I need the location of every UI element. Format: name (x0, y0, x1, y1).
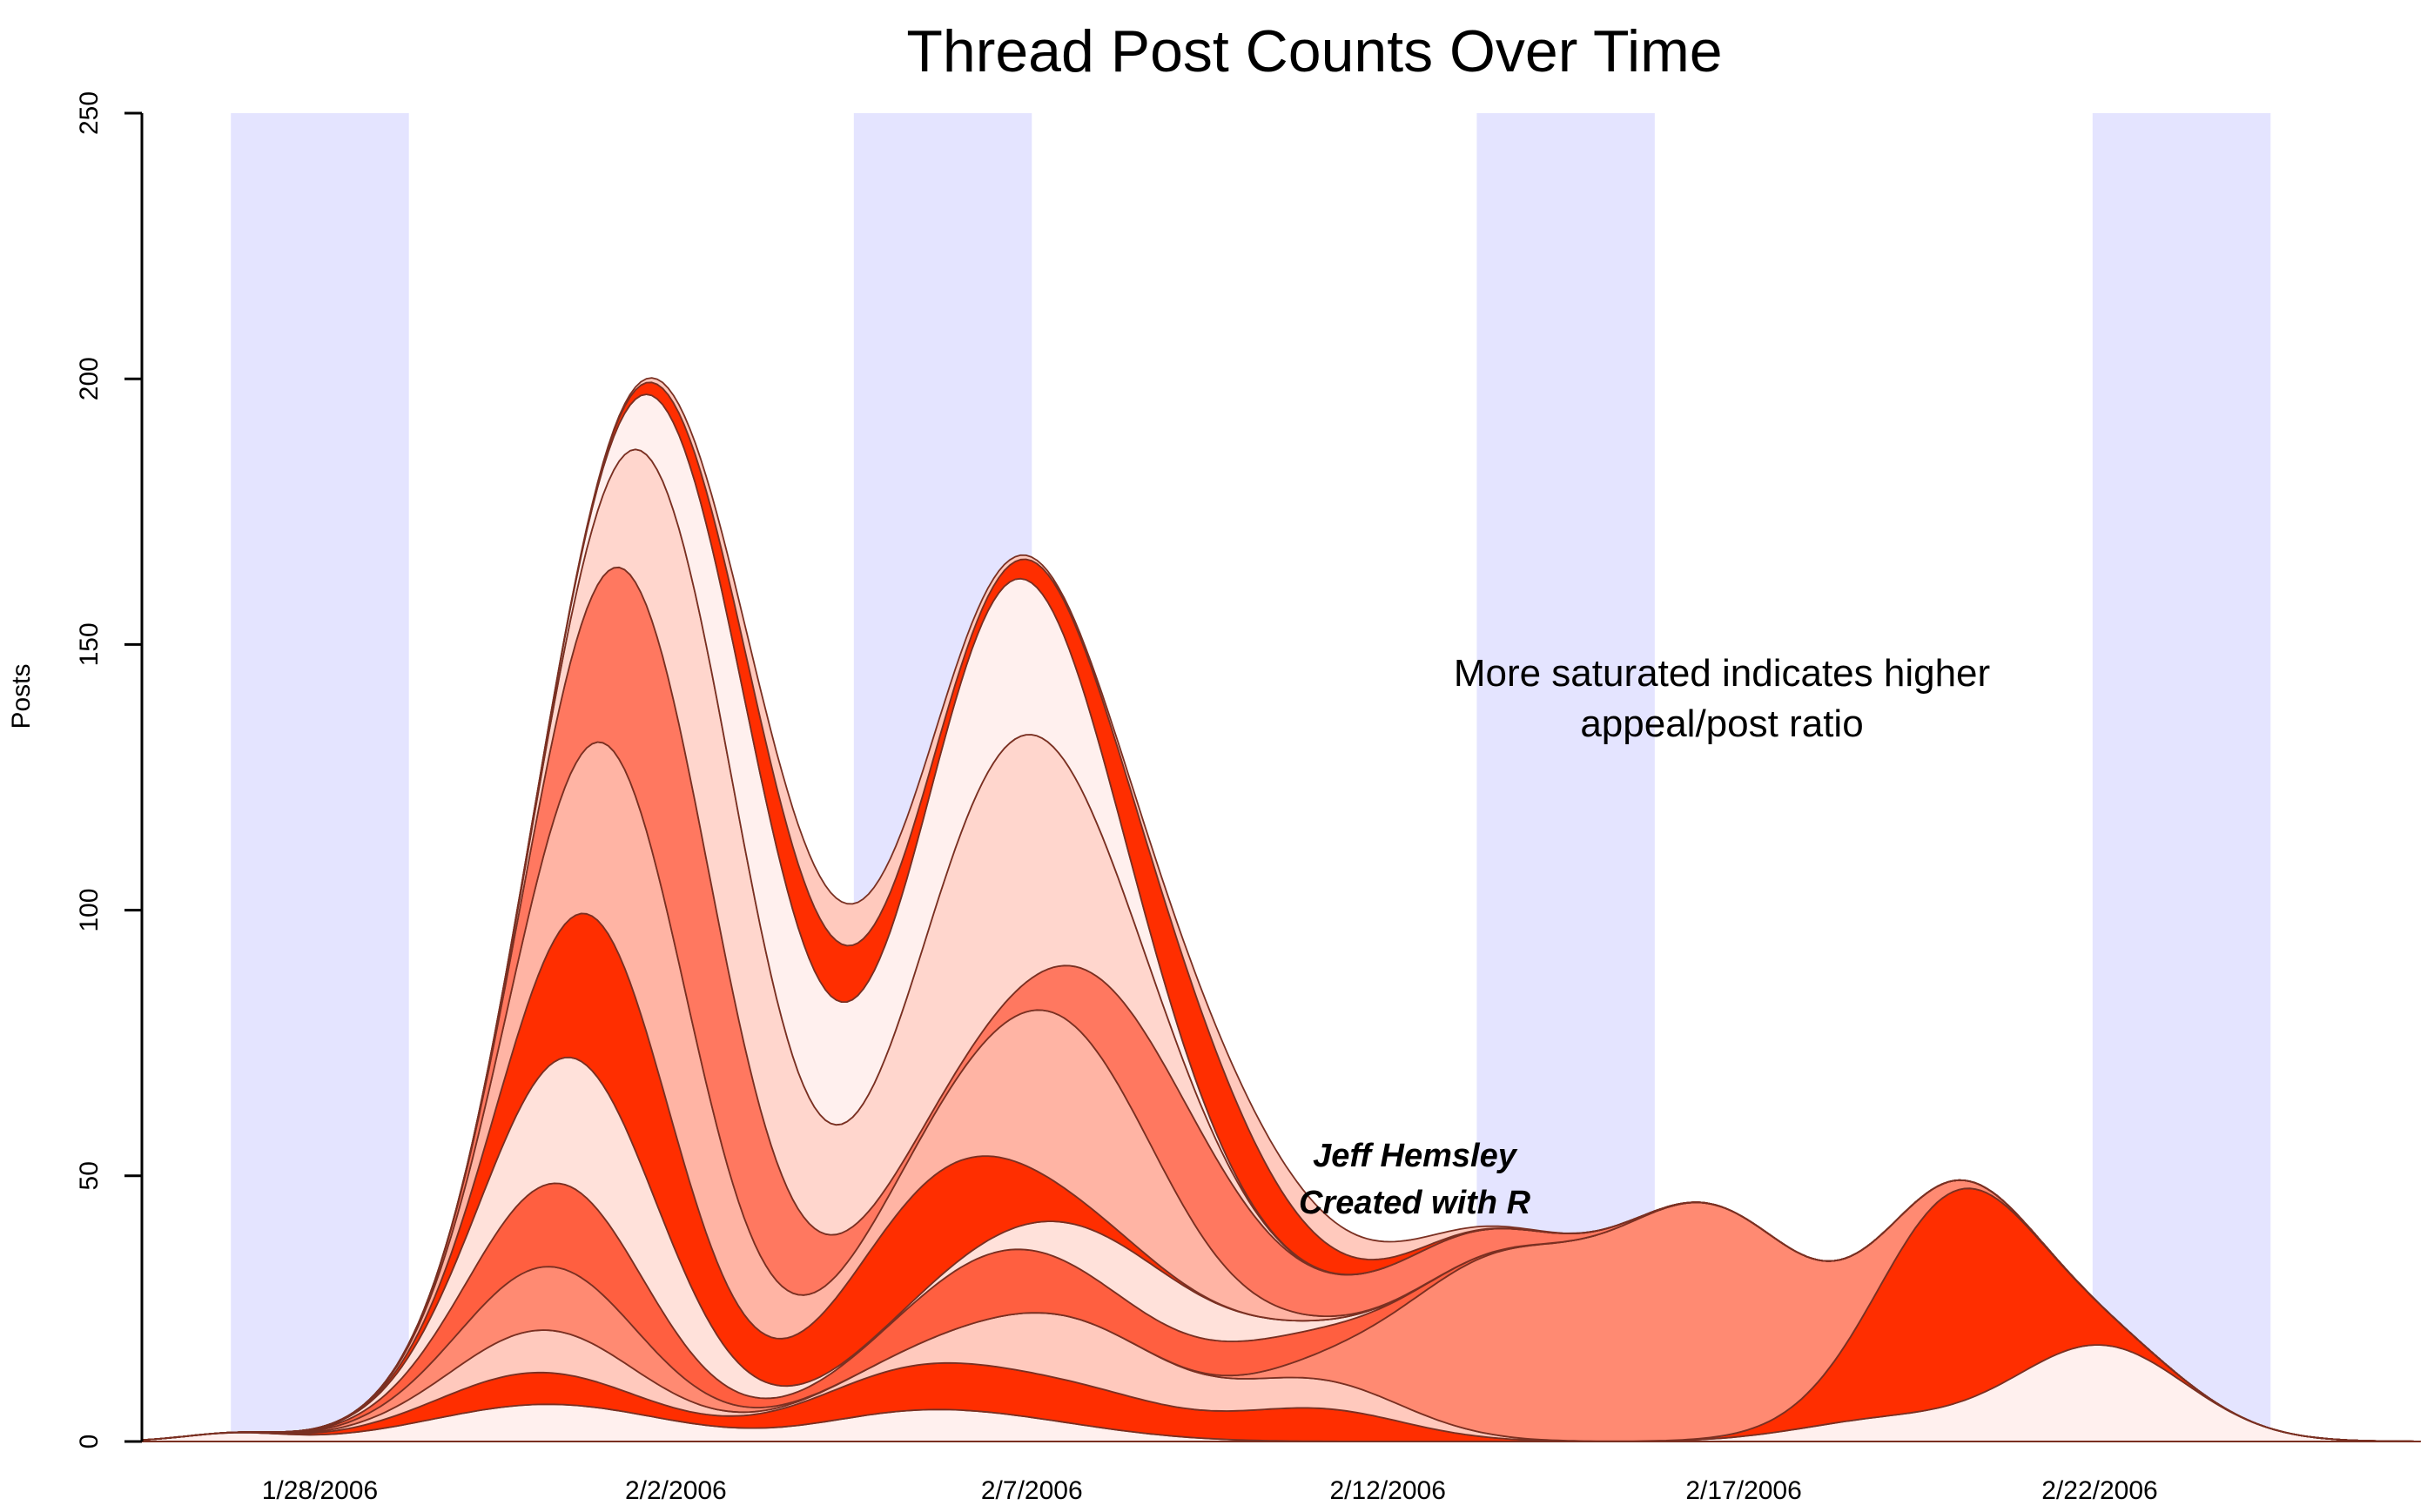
credit-tool: Created with R (1299, 1185, 1531, 1221)
stream-areas (141, 377, 2421, 1442)
y-tick-label-4: 200 (75, 357, 104, 400)
x-ticks: 1/28/2006 2/2/2006 2/7/2006 2/12/2006 2/17/2… (262, 1476, 2158, 1505)
y-tick-label-0: 0 (75, 1435, 104, 1449)
x-tick-label-3: 2/12/2006 (1329, 1476, 1445, 1505)
x-tick-label-5: 2/22/2006 (2041, 1476, 2157, 1505)
weekend-band-0 (231, 113, 409, 1441)
x-tick-label-2: 2/7/2006 (981, 1476, 1083, 1505)
y-axis-label: Posts (7, 663, 36, 729)
y-tick-label-5: 250 (75, 91, 104, 135)
y-ticks: 0 50 100 150 200 250 (75, 91, 142, 1448)
x-tick-label-4: 2/17/2006 (1685, 1476, 1801, 1505)
x-tick-label-1: 2/2/2006 (625, 1476, 727, 1505)
weekend-band-3 (2092, 113, 2271, 1441)
credit-author: Jeff Hemsley (1313, 1138, 1518, 1174)
x-tick-label-0: 1/28/2006 (262, 1476, 378, 1505)
annotation-line-1: More saturated indicates higher (1454, 652, 1990, 695)
axes: 0 50 100 150 200 250 1/28/2006 2/2/2006 2/7/200… (75, 91, 2158, 1505)
chart-title: Thread Post Counts Over Time (906, 18, 1722, 84)
weekend-band-2 (1476, 113, 1655, 1441)
y-tick-label-2: 100 (75, 889, 104, 932)
y-tick-label-1: 50 (75, 1161, 104, 1190)
y-tick-label-3: 150 (75, 622, 104, 666)
annotation-line-2: appeal/post ratio (1580, 702, 1863, 745)
